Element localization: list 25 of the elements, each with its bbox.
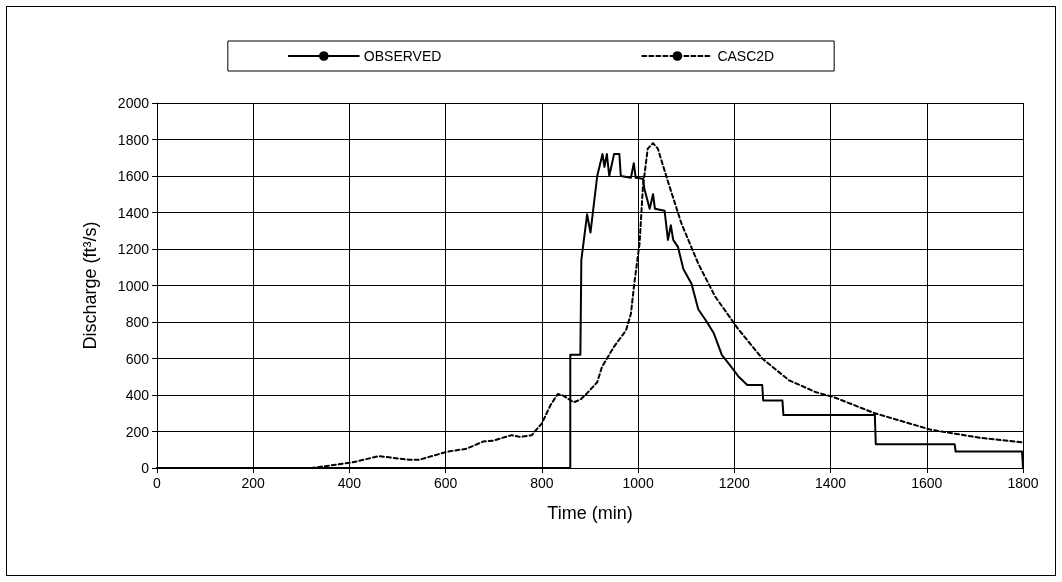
y-tick-label: 1600 [117,168,150,184]
legend-label: CASC2D [717,48,775,64]
x-tick-label: 1800 [1007,475,1039,491]
y-tick-label: 1400 [117,204,150,221]
legend-label: OBSERVED [363,48,442,64]
x-tick-label: 200 [241,475,266,491]
x-axis-title: Time (min) [547,503,633,523]
y-tick-label: 1000 [117,277,150,294]
x-tick-label: 0 [153,475,162,491]
y-tick-label: 200 [125,423,150,440]
y-tick-label: 1800 [117,131,150,148]
y-tick-label: 2000 [117,95,150,111]
x-tick-label: 1600 [911,475,943,491]
x-tick-label: 1000 [622,475,654,491]
y-tick-label: 400 [125,387,150,403]
x-tick-label: 600 [433,475,458,491]
y-axis-title: Discharge (ft³/s) [80,221,100,350]
x-tick-label: 400 [337,475,362,491]
x-tick-label: 1400 [814,475,847,491]
y-tick-label: 0 [141,460,150,476]
y-tick-label: 600 [125,350,150,367]
y-tick-label: 800 [125,314,150,330]
x-tick-label: 800 [530,475,554,491]
y-tick-label: 1200 [117,241,150,257]
x-tick-label: 1200 [718,475,751,491]
